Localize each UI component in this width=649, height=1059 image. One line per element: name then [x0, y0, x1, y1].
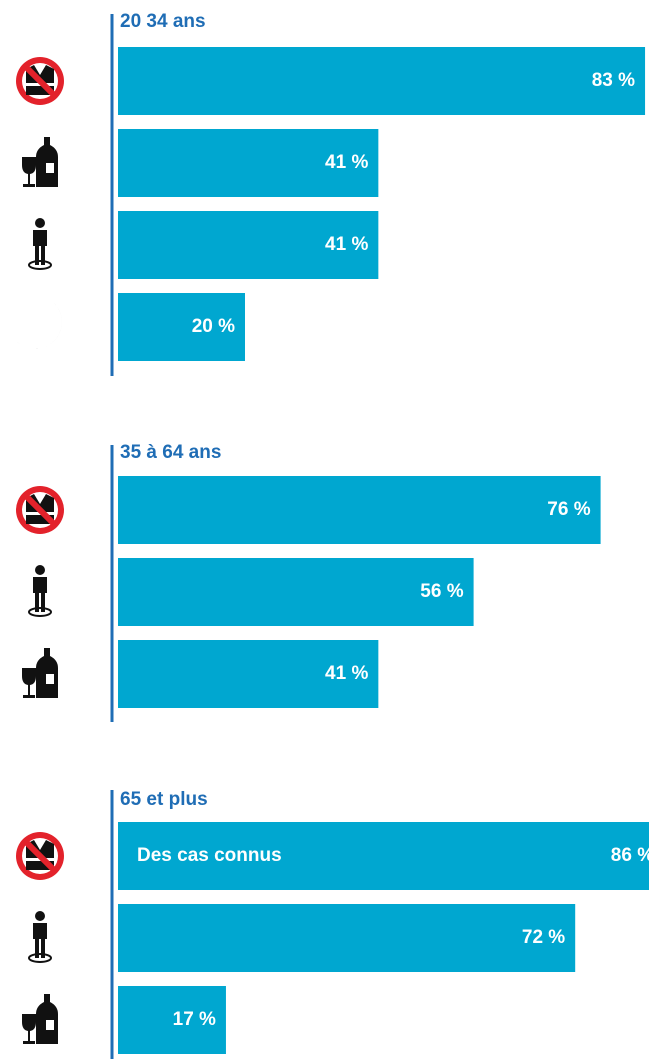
icon-part	[35, 938, 39, 958]
icon-part	[22, 1014, 36, 1044]
bar	[118, 476, 601, 544]
bar	[118, 904, 576, 972]
icon-part	[46, 1020, 54, 1030]
bar	[118, 640, 379, 708]
icon-part	[22, 157, 36, 187]
icon-bottle	[22, 137, 58, 187]
icon-part	[35, 911, 45, 921]
annotation: Des cas connus	[137, 845, 282, 866]
icon-part	[36, 648, 58, 698]
bar	[118, 47, 646, 115]
icon-part	[33, 923, 47, 939]
icon-part	[22, 668, 36, 698]
value-label: 41 %	[325, 152, 368, 173]
icon-person	[28, 911, 52, 963]
icon-part	[23, 64, 57, 98]
icon-part	[33, 230, 47, 246]
icon-part	[35, 592, 39, 612]
icon-part	[41, 245, 45, 265]
value-label: 56 %	[420, 581, 463, 602]
bar	[118, 558, 474, 626]
icon-part	[46, 163, 54, 173]
value-label: 76 %	[547, 499, 590, 520]
icon-bottle	[22, 994, 58, 1044]
icon-part	[28, 260, 52, 270]
icon-part	[23, 493, 57, 527]
icon-moon	[16, 303, 62, 349]
icon-vest	[16, 57, 64, 105]
value-label: 86 %	[611, 845, 649, 866]
icon-part	[35, 218, 45, 228]
value-label: 41 %	[325, 234, 368, 255]
value-label: 83 %	[592, 70, 635, 91]
bar	[118, 293, 245, 361]
chart-title: 35 à 64 ans	[120, 442, 221, 463]
icon-person	[28, 218, 52, 270]
icon-vest	[16, 486, 64, 534]
icon-part	[33, 577, 47, 593]
icon-part	[46, 674, 54, 684]
icon-part	[28, 607, 52, 617]
icon-part	[36, 137, 58, 187]
icon-part	[28, 953, 52, 963]
bar	[118, 822, 649, 890]
icon-part	[41, 938, 45, 958]
icon-vest	[16, 832, 64, 880]
icon-part	[23, 839, 57, 873]
value-label: 41 %	[325, 663, 368, 684]
value-label: 17 %	[173, 1009, 216, 1030]
icon-part	[16, 303, 62, 349]
bar	[118, 211, 379, 279]
icon-part	[35, 565, 45, 575]
icon-bottle	[22, 648, 58, 698]
chart-title: 65 et plus	[120, 789, 208, 810]
value-label: 72 %	[522, 927, 565, 948]
icon-person	[28, 565, 52, 617]
icon-part	[36, 994, 58, 1044]
bar	[118, 986, 226, 1054]
bar	[118, 129, 379, 197]
value-label: 20 %	[192, 316, 235, 337]
chart-title: 20 34 ans	[120, 11, 206, 32]
icon-part	[35, 245, 39, 265]
icon-part	[41, 592, 45, 612]
